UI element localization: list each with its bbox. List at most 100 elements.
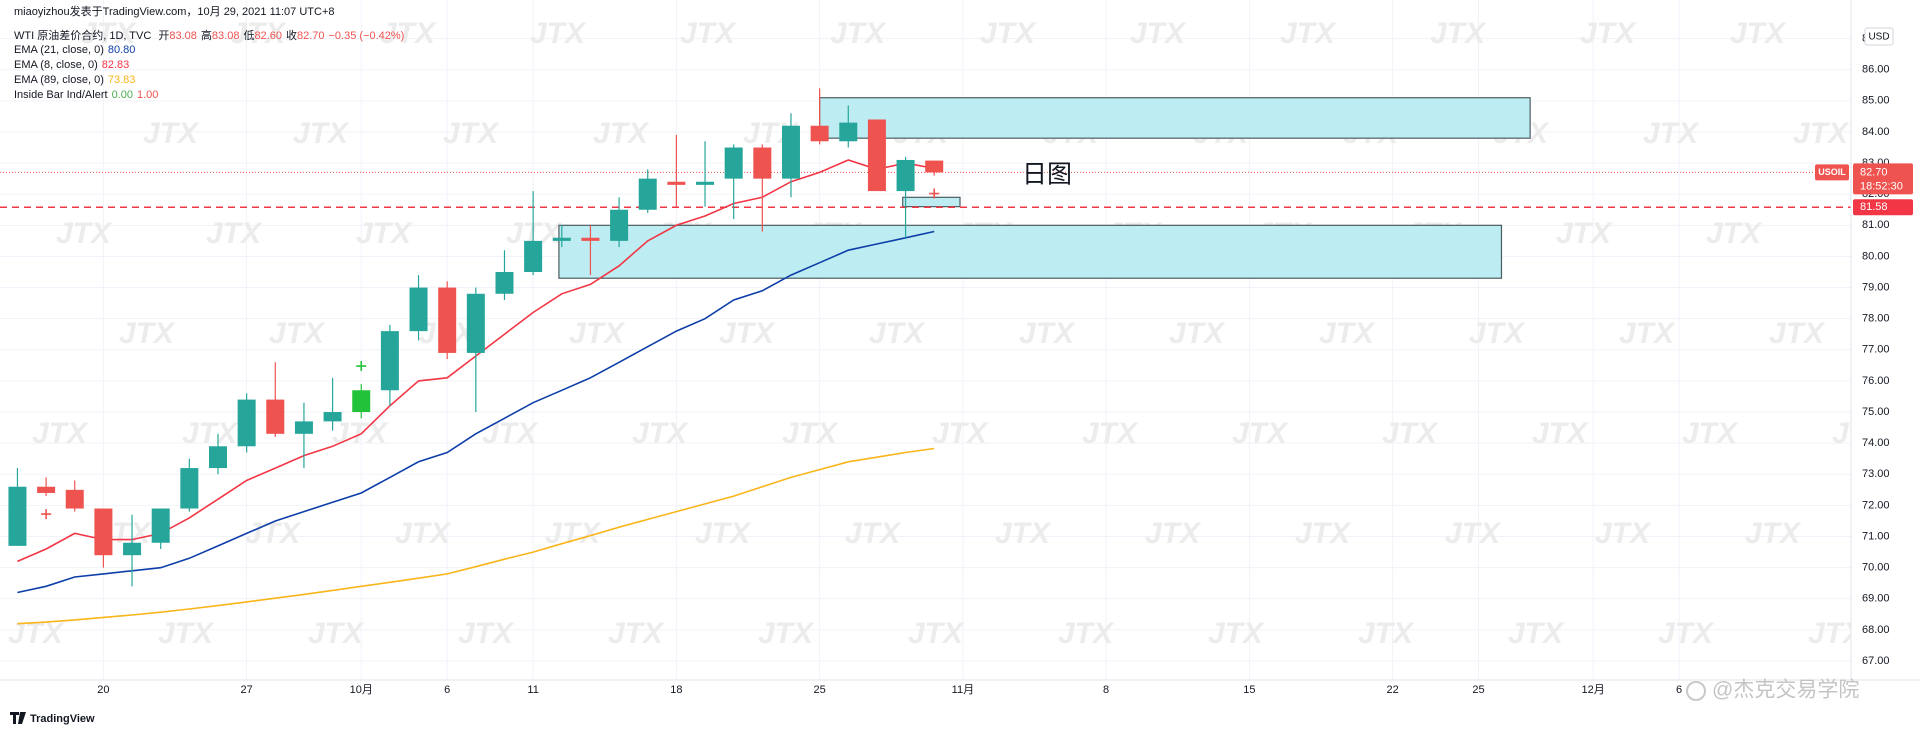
legend-name: EMA (8, close, 0) — [14, 59, 98, 71]
ohlc-name: 收 — [285, 30, 297, 42]
candle-body — [409, 287, 428, 332]
y-tick-label: 76.00 — [1862, 375, 1890, 387]
y-tick-label: 80.00 — [1862, 250, 1890, 262]
ohlc-value: 82.60 — [254, 30, 282, 42]
inside-bar-marker — [356, 361, 367, 372]
legend-value: 82.83 — [101, 59, 130, 71]
credit-icon — [1686, 681, 1706, 701]
symbol-tag — [1815, 164, 1849, 181]
watermark: JTX — [932, 417, 989, 450]
x-tick-label: 25 — [1472, 684, 1484, 696]
legend-value: 80.80 — [107, 44, 136, 56]
watermark: JTX — [1208, 617, 1265, 650]
watermark: JTX — [1058, 617, 1115, 650]
candle-body — [94, 508, 113, 556]
watermark: JTX — [1082, 417, 1139, 450]
watermark: JTX — [1445, 517, 1502, 550]
ohlc-value: 83.08 — [211, 30, 240, 42]
y-tick-label: 72.00 — [1862, 499, 1890, 511]
candle-body — [323, 412, 342, 422]
watermark: JTX — [119, 317, 176, 350]
candle-body — [65, 489, 84, 509]
x-tick-label: 11月 — [952, 684, 974, 696]
watermark: JTX — [356, 217, 413, 250]
watermark: JTX — [1556, 217, 1613, 250]
watermark: JTX — [695, 517, 752, 550]
x-tick-label: 12月 — [1582, 684, 1605, 696]
watermark: JTX — [1295, 517, 1352, 550]
watermark: JTX — [1730, 17, 1787, 50]
x-tick-label: 18 — [670, 684, 682, 696]
watermark: JTX — [1469, 317, 1526, 350]
series-legend: EMA (21, close, 0) 80.80 EMA (8, close, 0)… — [14, 43, 162, 102]
candle-body — [37, 486, 56, 493]
watermark: JTX — [569, 317, 626, 350]
watermark-layer: JTX JTX JTX JTX JTX JTX JTX JTX JTX JTX JTX JTX JTX J… — [8, 17, 1920, 650]
y-tick-label: 77.00 — [1862, 344, 1890, 356]
watermark: JTX — [1232, 417, 1289, 450]
legend-name: EMA (21, close, 0) — [14, 44, 104, 56]
watermark: JTX — [1580, 17, 1637, 50]
legend-value: 1.00 — [136, 89, 159, 101]
candle-body — [237, 399, 256, 447]
watermark: JTX — [458, 617, 515, 650]
watermark: JTX — [1532, 417, 1589, 450]
legend-row: EMA (21, close, 0) 80.80 — [14, 43, 162, 58]
legend-row: Inside Bar Ind/Alert 0.00 1.00 — [14, 88, 162, 102]
ohlc-value: 82.70 — [296, 30, 325, 42]
watermark: JTX — [758, 617, 815, 650]
y-tick-label: 67.00 — [1862, 655, 1890, 667]
candle-body — [925, 160, 944, 173]
candle-body — [552, 237, 571, 241]
watermark: JTX — [1319, 317, 1376, 350]
watermark: JTX — [908, 617, 965, 650]
y-tick-label: 85.00 — [1862, 95, 1890, 107]
currency-box — [1864, 27, 1894, 46]
x-tick-label: 20 — [97, 684, 109, 696]
watermark: JTX — [1508, 617, 1565, 650]
watermark: JTX — [143, 117, 200, 150]
candle-body — [208, 446, 227, 469]
watermark: JTX — [545, 517, 602, 550]
candle-body — [524, 240, 543, 272]
watermark: JTX — [158, 617, 215, 650]
candle-body — [180, 468, 199, 509]
x-tick-label: 10月 — [350, 684, 373, 696]
level-tag-label: 81.58 — [1860, 201, 1888, 213]
watermark: JTX — [1358, 617, 1415, 650]
watermark: JTX — [1769, 317, 1826, 350]
branding: TradingView — [30, 713, 95, 725]
watermark: JTX — [1382, 417, 1439, 450]
symbol: WTI 原油差价合约, 1D, TVC — [14, 30, 152, 42]
y-tick-label: 74.00 — [1862, 437, 1890, 449]
symbol-legend: WTI 原油差价合约, 1D, TVC 开83.08 高83.08 低82.60 收8… — [14, 29, 408, 43]
y-tick-label: 70.00 — [1862, 562, 1890, 574]
legend-value: 73.83 — [107, 74, 136, 86]
candle-body — [781, 125, 800, 179]
candle-body — [495, 272, 514, 294]
candle-body — [8, 486, 27, 546]
y-tick-label: 81.00 — [1862, 219, 1890, 231]
watermark: JTX — [1145, 517, 1202, 550]
y-tick-label: 69.00 — [1862, 593, 1890, 605]
watermark: JTX — [443, 117, 500, 150]
legend-value: 0.00 — [111, 89, 133, 101]
watermark: JTX — [1895, 517, 1920, 550]
level-tag — [1853, 199, 1913, 216]
ema-line — [17, 230, 935, 594]
y-tick-label: 79.00 — [1862, 281, 1890, 293]
watermark: JTX — [608, 617, 665, 650]
watermark: JTX — [269, 317, 326, 350]
x-tick-label: 25 — [814, 684, 826, 696]
watermark: JTX — [1706, 217, 1763, 250]
legend-row: EMA (89, close, 0) 73.83 — [14, 73, 162, 88]
watermark: JTX — [1019, 317, 1076, 350]
candle-body — [839, 122, 858, 142]
price-tag-label: 82.70 — [1860, 166, 1888, 178]
countdown-label: 18:52:30 — [1860, 180, 1903, 192]
x-tick-label: 11 — [527, 684, 538, 696]
ohlc-name: 高 — [200, 30, 212, 42]
candle-body — [438, 287, 457, 353]
